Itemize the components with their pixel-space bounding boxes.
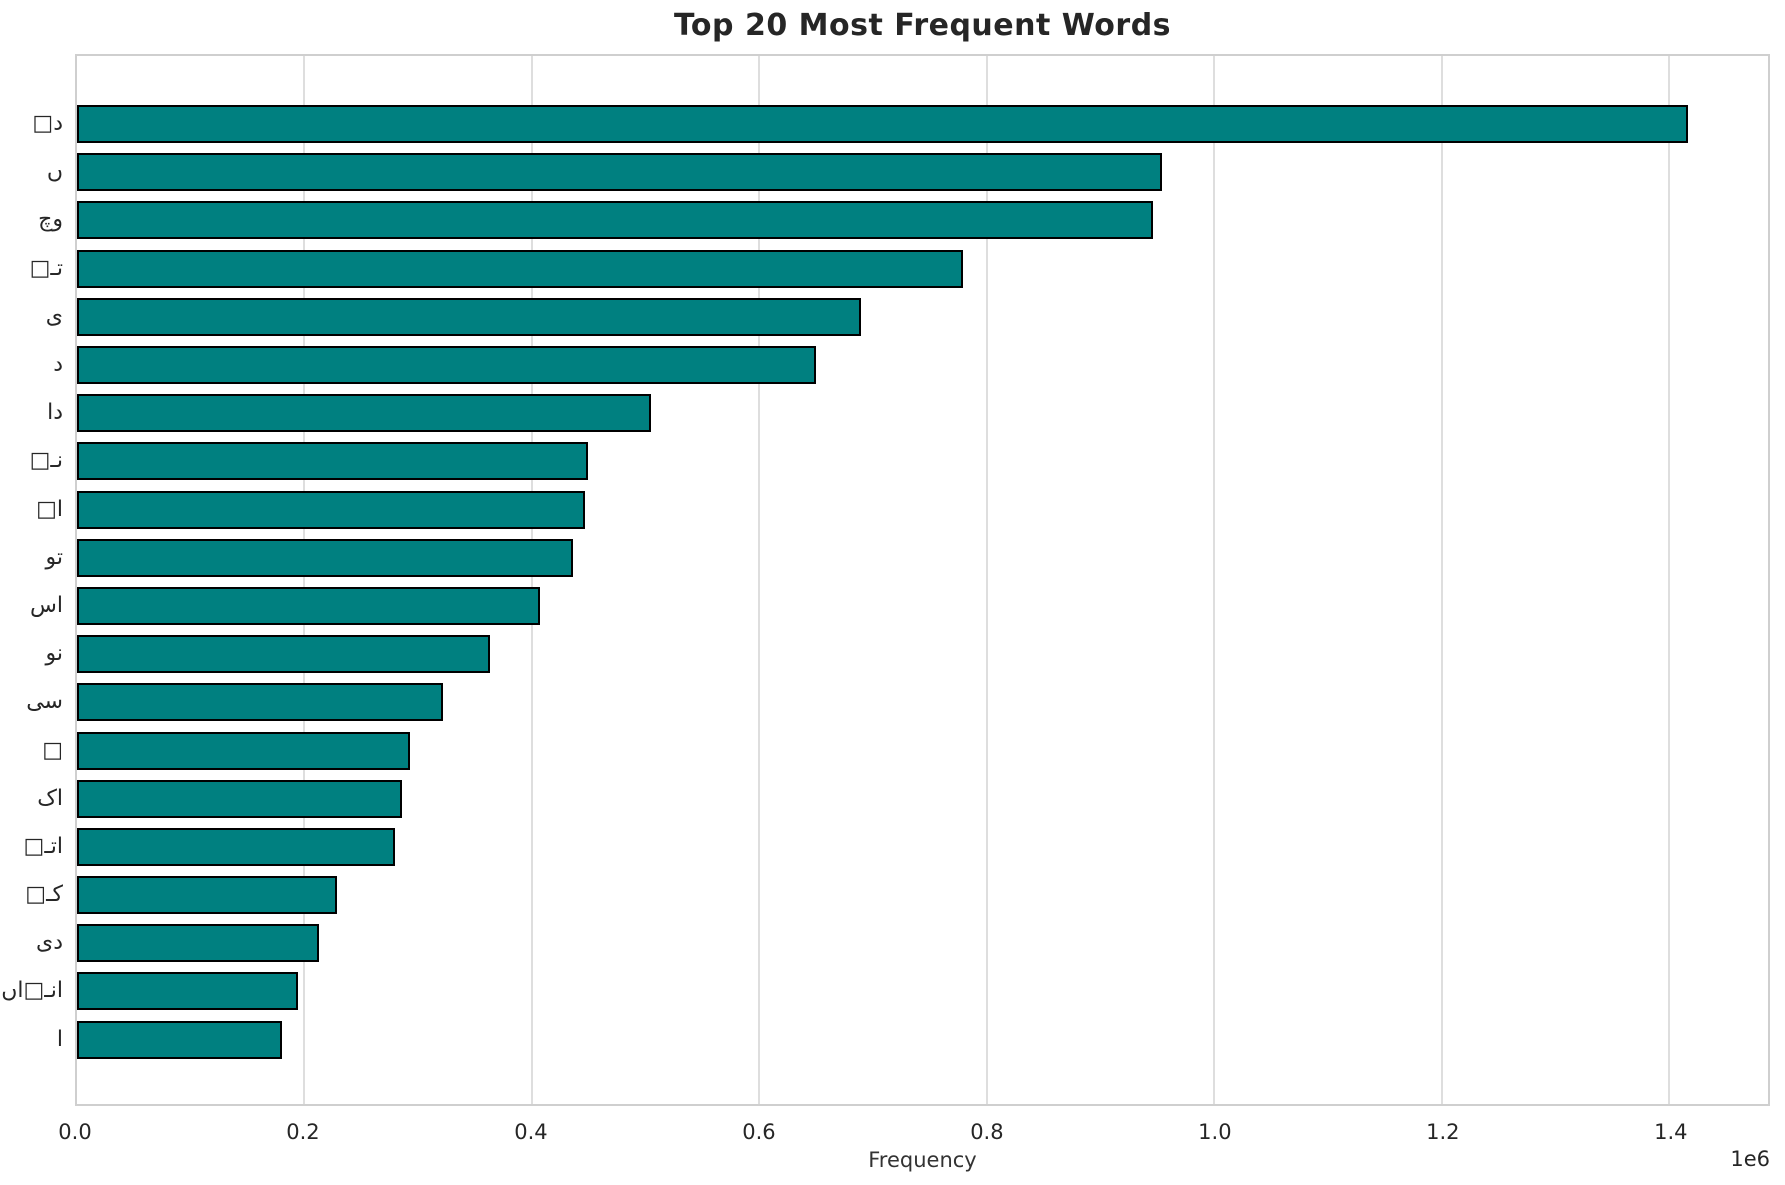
gridline — [1213, 56, 1216, 1104]
y-tick-label: د — [53, 352, 63, 378]
bar — [77, 201, 1153, 240]
bar-row: نو — [46, 630, 1768, 678]
bar — [77, 297, 861, 336]
bar — [77, 490, 586, 529]
bar-row: انـ□اں — [1, 967, 1768, 1015]
bar-row: دی — [36, 919, 1768, 967]
y-tick-label: ں — [46, 159, 63, 185]
bar — [77, 635, 490, 674]
bar — [77, 827, 396, 866]
y-tick-label: سی — [26, 689, 63, 715]
x-tick-label: 0.8 — [970, 1120, 1004, 1144]
x-tick-label: 0.4 — [514, 1120, 548, 1144]
gridline — [1668, 56, 1671, 1104]
gridline — [303, 56, 306, 1104]
x-tick-label: 0.6 — [742, 1120, 776, 1144]
bar — [77, 1020, 282, 1059]
gridline — [758, 56, 761, 1104]
bar-row: ں — [47, 148, 1768, 196]
bars-container: د□ ں وچ تـ□ ی د دا نـ□ ا□ تو اس نو سی □ اک اتـ□ کـ□ دی انـ… — [1, 56, 1768, 1104]
chart-title: Top 20 Most Frequent Words — [673, 8, 1172, 43]
y-tick-label: اس — [30, 592, 63, 618]
y-tick-label: ا — [56, 1026, 63, 1052]
bar — [77, 924, 320, 963]
y-tick-label: تو — [45, 544, 64, 570]
y-tick-label: دا — [47, 400, 63, 426]
bar-row: اک — [37, 775, 1768, 823]
y-tick-label: تـ□ — [29, 255, 63, 281]
bar — [77, 442, 588, 481]
y-tick-label: اک — [37, 785, 63, 811]
y-tick-label: د□ — [32, 111, 63, 137]
bar — [77, 731, 411, 770]
bar-row: نـ□ — [30, 437, 1768, 485]
bar-row: □ — [42, 726, 1768, 774]
bar-row: د — [53, 341, 1768, 389]
bar-row: اس — [30, 582, 1768, 630]
x-axis-label: Frequency — [868, 1148, 977, 1172]
y-tick-label: انـ□اں — [1, 978, 63, 1004]
gridline — [1440, 56, 1443, 1104]
y-tick-label: نـ□ — [29, 448, 63, 474]
y-tick-label: دی — [35, 930, 63, 956]
bar — [77, 538, 573, 577]
bar-row: ی — [46, 293, 1768, 341]
gridline — [985, 56, 988, 1104]
bar-row: وچ — [38, 196, 1768, 244]
bar — [77, 779, 403, 818]
bar-row: د□ — [32, 100, 1768, 148]
bar — [77, 876, 338, 915]
bar — [77, 105, 1689, 144]
y-tick-label: ی — [45, 303, 63, 329]
x-tick-label: 1.0 — [1198, 1120, 1232, 1144]
x-tick-label: 0.0 — [58, 1120, 92, 1144]
y-tick-label: کـ□ — [25, 882, 63, 908]
gridline — [530, 56, 533, 1104]
bar-row: تـ□ — [30, 245, 1768, 293]
bar — [77, 586, 540, 625]
bar — [77, 394, 652, 433]
x-tick-label: 0.2 — [286, 1120, 320, 1144]
y-tick-label: □ — [42, 737, 63, 763]
bar — [77, 249, 963, 288]
bar-row: دا — [47, 389, 1768, 437]
y-tick-label: ا□ — [36, 496, 63, 522]
bar — [77, 972, 298, 1011]
bar-row: سی — [26, 678, 1768, 726]
x-tick-label: 1.4 — [1654, 1120, 1688, 1144]
y-tick-label: وچ — [38, 207, 63, 233]
x-tick-label: 1.2 — [1426, 1120, 1460, 1144]
bar-row: تو — [46, 534, 1768, 582]
bar-row: اتـ□ — [24, 823, 1768, 871]
axis-offset-multiplier-label: 1e6 — [1730, 1147, 1770, 1171]
bar — [77, 683, 444, 722]
bar-row: ا□ — [36, 486, 1768, 534]
bar — [77, 153, 1162, 192]
bar-row: کـ□ — [25, 871, 1768, 919]
y-tick-label: نو — [45, 641, 64, 667]
y-tick-label: اتـ□ — [23, 833, 63, 859]
bar-row: ا — [57, 1016, 1768, 1064]
plot-area: د□ ں وچ تـ□ ی د دا نـ□ ا□ تو اس نو سی □ اک اتـ□ کـ□ دی انـ… — [1, 54, 1770, 1106]
bar — [77, 346, 817, 385]
